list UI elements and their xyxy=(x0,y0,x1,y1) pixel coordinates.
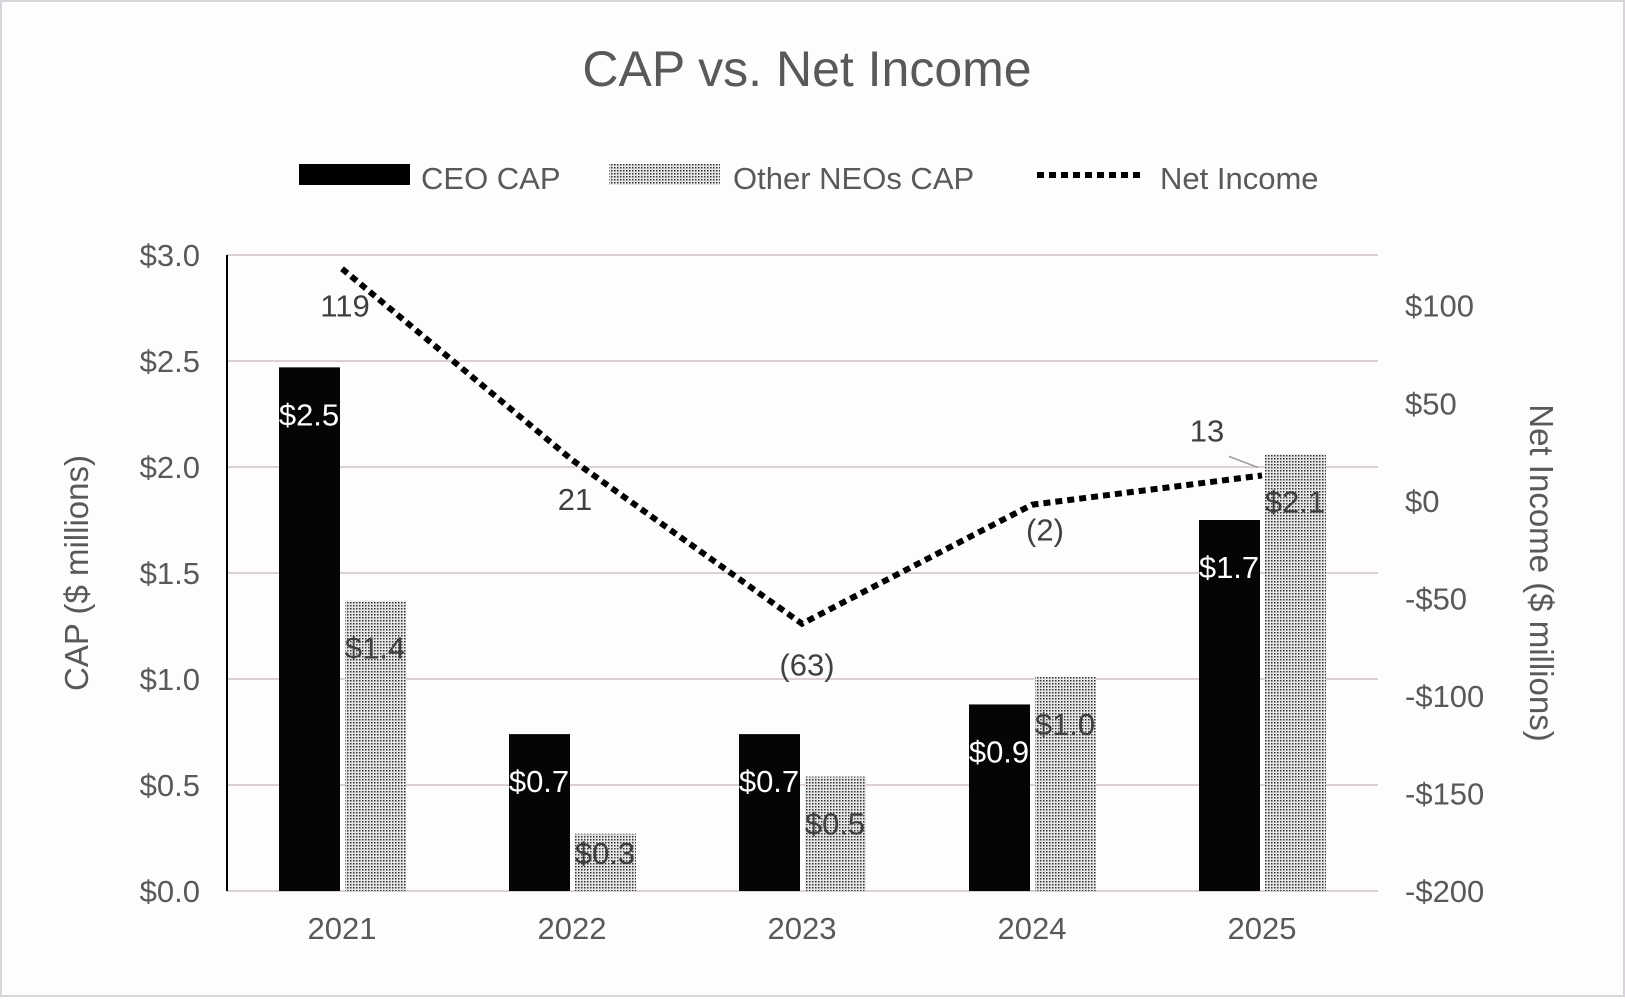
data-label-net-income: (2) xyxy=(1026,513,1064,548)
data-label-net-income: 119 xyxy=(320,289,369,324)
y2-tick-label: $0 xyxy=(1405,484,1439,519)
bar-ceo-cap xyxy=(739,734,800,891)
y2-tick-label: -$100 xyxy=(1405,679,1484,714)
chart-title: CAP vs. Net Income xyxy=(582,41,1031,97)
legend-label-ceo-cap: CEO CAP xyxy=(421,161,561,196)
y-tick-label: $0.5 xyxy=(140,768,200,803)
data-label-other-neos-cap: $0.3 xyxy=(575,836,635,871)
y2-tick-label: $50 xyxy=(1405,386,1457,421)
data-label-other-neos-cap: $1.0 xyxy=(1035,707,1095,742)
bar-ceo-cap xyxy=(509,734,570,891)
data-label-net-income: 21 xyxy=(558,482,592,517)
data-label-ceo-cap: $0.7 xyxy=(739,764,799,799)
data-label-net-income: (63) xyxy=(779,648,834,683)
y2-tick-label: -$200 xyxy=(1405,874,1484,909)
x-tick-label: 2021 xyxy=(308,911,377,946)
x-tick-label: 2025 xyxy=(1228,911,1297,946)
y-tick-label: $3.0 xyxy=(140,238,200,273)
legend-label-net-income: Net Income xyxy=(1160,161,1319,196)
legend: CEO CAP Other NEOs CAP Net Income xyxy=(299,161,1319,196)
bar-ceo-cap xyxy=(279,367,340,891)
y-tick-label: $1.0 xyxy=(140,662,200,697)
y-tick-label: $1.5 xyxy=(140,556,200,591)
data-label-ceo-cap: $0.7 xyxy=(509,764,569,799)
data-label-ceo-cap: $1.7 xyxy=(1199,550,1259,585)
data-label-other-neos-cap: $1.4 xyxy=(345,631,405,666)
legend-swatch-ceo-cap xyxy=(299,164,410,185)
x-tick-label: 2023 xyxy=(768,911,837,946)
y2-tick-label: -$50 xyxy=(1405,581,1467,616)
legend-swatch-other-neos-cap xyxy=(609,164,720,185)
y2-tick-label: -$150 xyxy=(1405,776,1484,811)
data-label-ceo-cap: $2.5 xyxy=(279,397,339,432)
x-tick-label: 2024 xyxy=(998,911,1067,946)
bar-ceo-cap xyxy=(969,704,1030,891)
y-axis-title: CAP ($ millions) xyxy=(58,455,95,691)
y2-axis-title: Net Income ($ millions) xyxy=(1523,404,1560,741)
data-label-ceo-cap: $0.9 xyxy=(969,734,1029,769)
leader-line xyxy=(1229,456,1258,467)
data-label-other-neos-cap: $0.5 xyxy=(805,807,865,842)
x-tick-label: 2022 xyxy=(538,911,607,946)
net-income-line xyxy=(342,269,1262,624)
y-tick-label: $0.0 xyxy=(140,874,200,909)
y2-tick-label: $100 xyxy=(1405,289,1474,324)
y-tick-label: $2.0 xyxy=(140,450,200,485)
y-tick-label: $2.5 xyxy=(140,344,200,379)
legend-label-other-neos-cap: Other NEOs CAP xyxy=(733,161,974,196)
bar-other-neos-cap xyxy=(1265,454,1326,891)
data-label-other-neos-cap: $2.1 xyxy=(1265,484,1325,519)
data-label-net-income: 13 xyxy=(1190,413,1224,448)
